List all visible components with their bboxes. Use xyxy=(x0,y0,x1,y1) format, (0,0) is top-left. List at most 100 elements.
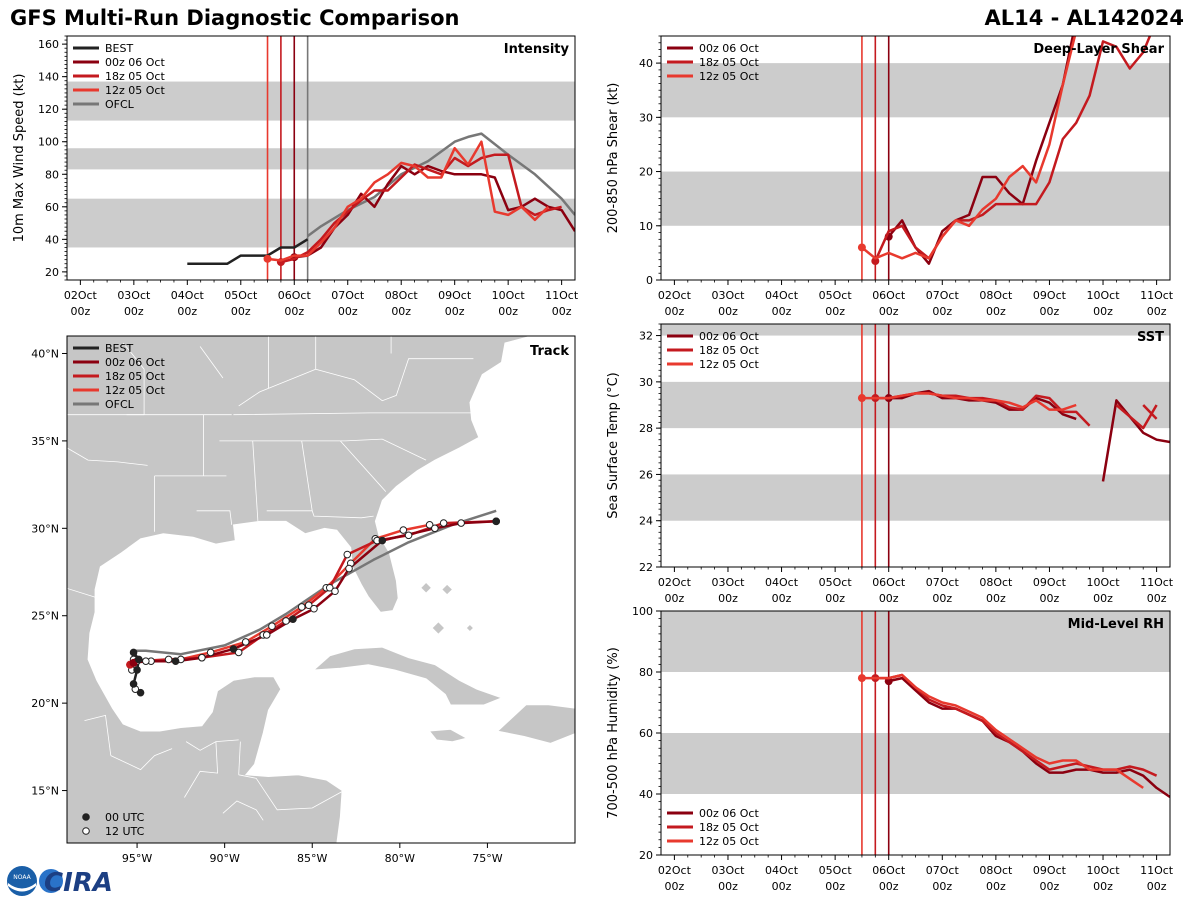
shear-x-tick-date: 04Oct xyxy=(765,289,799,302)
shear-series-line-00z-06-oct xyxy=(887,36,1075,265)
sst-y-tick-label: 28 xyxy=(639,422,653,435)
intensity-x-tick-date: 11Oct xyxy=(545,289,579,302)
marker-legend-label: 12 UTC xyxy=(105,825,145,838)
map-group xyxy=(67,336,575,843)
shear-x-tick-date: 05Oct xyxy=(819,289,853,302)
sst-band xyxy=(661,381,1170,429)
political-border xyxy=(315,358,474,402)
shear-panel-title: Deep-Layer Shear xyxy=(1033,42,1164,57)
rh-x-tick-date: 08Oct xyxy=(979,864,1013,877)
rh-band xyxy=(661,611,1170,672)
political-border xyxy=(84,714,112,756)
rh-legend-label: 00z 06 Oct xyxy=(699,807,759,820)
political-border xyxy=(185,739,239,751)
land-bahamas xyxy=(431,621,446,635)
political-border xyxy=(67,572,99,599)
shear-x-tick-date: 07Oct xyxy=(926,289,960,302)
rh-y-tick-label: 80 xyxy=(639,666,653,679)
sst-x-tick-date: 02Oct xyxy=(658,576,692,589)
shear-series-line-18z-05-oct xyxy=(874,36,1152,262)
intensity-y-tick-label: 140 xyxy=(38,71,59,84)
intensity-x-tick-date: 02Oct xyxy=(64,289,98,302)
rh-x-tick-hour: 00z xyxy=(1147,880,1167,893)
intensity-x-tick-hour: 00z xyxy=(498,305,518,318)
track-y-tick-label: 25°N xyxy=(31,610,59,623)
track-x-tick-label: 85°W xyxy=(297,852,327,865)
track-point-00utc xyxy=(135,655,143,664)
shear-y-tick-label: 10 xyxy=(639,220,653,233)
track-point-12utc xyxy=(234,648,243,657)
political-border xyxy=(110,748,173,771)
track-legend-label: 00z 06 Oct xyxy=(105,356,165,369)
intensity-series-group xyxy=(187,132,575,267)
track-map-panel: 95°W 90°W 85°W 80°W 75°W 15°N 20°N 25°N 30°N 35°N… xyxy=(31,335,576,865)
intensity-x-tick-hour: 00z xyxy=(124,305,144,318)
track-point-12utc xyxy=(343,550,352,559)
track-point-12utc xyxy=(206,648,215,657)
sst-series-line-18z-05-oct-cont- xyxy=(1115,404,1158,430)
intensity-x-tick-date: 07Oct xyxy=(331,289,365,302)
track-axes-frame xyxy=(66,335,576,844)
track-point-12utc xyxy=(198,653,206,662)
sst-y-tick-label: 26 xyxy=(639,468,653,481)
intensity-legend-label: 12z 05 Oct xyxy=(105,84,165,97)
shear-x-tick-hour: 00z xyxy=(825,305,845,318)
track-point-12utc xyxy=(262,631,271,639)
rh-x-tick-date: 11Oct xyxy=(1140,864,1174,877)
political-border xyxy=(252,440,259,522)
rh-band xyxy=(661,733,1170,794)
track-point-12utc xyxy=(439,519,448,527)
rh-x-tick-hour: 00z xyxy=(1040,880,1060,893)
track-lines-group xyxy=(126,509,500,697)
track-point-12utc xyxy=(331,587,339,596)
rh-series-start-marker xyxy=(857,674,866,683)
shear-x-tick-date: 10Oct xyxy=(1087,289,1121,302)
track-point-12utc xyxy=(399,526,408,534)
sst-x-tick-date: 08Oct xyxy=(979,576,1013,589)
track-point-00utc xyxy=(136,688,145,697)
marker-legend-symbol xyxy=(82,827,90,835)
intensity-legend-label: 18z 05 Oct xyxy=(105,70,165,83)
intensity-y-tick-label: 100 xyxy=(38,136,59,149)
shear-x-tick-hour: 00z xyxy=(1147,305,1167,318)
track-point-00utc xyxy=(129,648,138,657)
shear-legend-label: 12z 05 Oct xyxy=(699,70,759,83)
sst-x-tick-date: 09Oct xyxy=(1033,576,1067,589)
shear-x-tick-hour: 00z xyxy=(986,305,1006,318)
sst-x-tick-hour: 00z xyxy=(772,592,792,605)
intensity-x-tick-date: 05Oct xyxy=(224,289,258,302)
shear-series-group xyxy=(857,36,1152,266)
shear-x-tick-hour: 00z xyxy=(1093,305,1113,318)
sst-series-group xyxy=(857,391,1170,481)
track-x-tick-label: 95°W xyxy=(122,852,152,865)
track-legend-label: BEST xyxy=(105,342,133,355)
intensity-x-tick-date: 09Oct xyxy=(438,289,472,302)
intensity-y-tick-label: 120 xyxy=(38,103,59,116)
track-legend-label: 18z 05 Oct xyxy=(105,370,165,383)
shear-series-start-marker xyxy=(871,257,880,266)
sst-legend-label: 00z 06 Oct xyxy=(699,330,759,343)
track-point-12utc xyxy=(297,603,306,611)
intensity-panel-title: Intensity xyxy=(504,42,570,57)
track-y-tick-label: 30°N xyxy=(31,522,59,535)
sst-x-tick-hour: 00z xyxy=(1093,592,1113,605)
track-panel-title: Track xyxy=(530,344,569,359)
political-border xyxy=(238,388,269,407)
track-point-00utc xyxy=(129,680,138,688)
sst-y-tick-label: 30 xyxy=(639,376,653,389)
rh-x-tick-date: 09Oct xyxy=(1033,864,1067,877)
rh-x-tick-hour: 00z xyxy=(772,880,792,893)
noaa-wave-icon xyxy=(8,883,36,892)
rh-y-tick-label: 100 xyxy=(632,605,653,618)
intensity-x-tick-hour: 00z xyxy=(284,305,304,318)
rh-y-axis-label: 700-500 hPa Humidity (%) xyxy=(606,647,621,819)
land-cuba xyxy=(312,646,503,706)
shear-x-tick-date: 09Oct xyxy=(1033,289,1067,302)
intensity-x-tick-date: 10Oct xyxy=(492,289,526,302)
rh-legend-label: 18z 05 Oct xyxy=(699,821,759,834)
political-border xyxy=(238,741,241,775)
rh-y-tick-label: 20 xyxy=(639,849,653,862)
sst-x-tick-hour: 00z xyxy=(1040,592,1060,605)
rh-x-tick-date: 03Oct xyxy=(711,864,745,877)
intensity-series-line-12z-05-oct xyxy=(267,140,550,262)
